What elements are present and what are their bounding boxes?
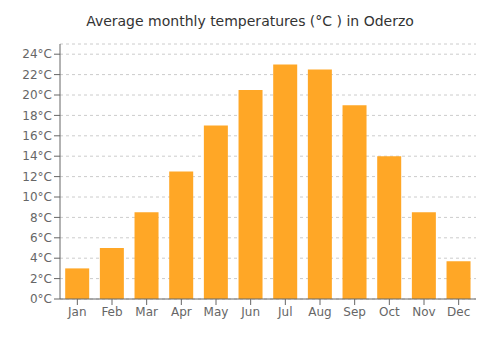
svg-text:20°C: 20°C — [22, 88, 52, 102]
svg-text:Jan: Jan — [67, 305, 87, 319]
svg-text:Jun: Jun — [240, 305, 260, 319]
svg-text:May: May — [204, 305, 229, 319]
svg-text:8°C: 8°C — [30, 211, 52, 225]
svg-text:22°C: 22°C — [22, 68, 52, 82]
html-text:Average monthly temperatures (: Average monthly temperatures (°C ) in Od… — [86, 13, 414, 29]
svg-text:Apr: Apr — [171, 305, 192, 319]
svg-text:2°C: 2°C — [30, 272, 52, 286]
svg-text:Oct: Oct — [379, 305, 400, 319]
svg-text:Mar: Mar — [135, 305, 158, 319]
svg-text:Jul: Jul — [277, 305, 292, 319]
svg-text:Dec: Dec — [447, 305, 470, 319]
svg-text:6°C: 6°C — [30, 231, 52, 245]
svg-text:16°C: 16°C — [22, 129, 52, 143]
svg-text:0°C: 0°C — [30, 292, 52, 306]
svg-text:Aug: Aug — [308, 305, 331, 319]
svg-text:18°C: 18°C — [22, 109, 52, 123]
svg-text:24°C: 24°C — [22, 47, 52, 61]
svg-text:10°C: 10°C — [22, 190, 52, 204]
svg-text:12°C: 12°C — [22, 170, 52, 184]
svg-text:Sep: Sep — [343, 305, 366, 319]
svg-text:Nov: Nov — [412, 305, 435, 319]
svg-text:4°C: 4°C — [30, 251, 52, 265]
svg-text:Feb: Feb — [101, 305, 122, 319]
svg-text:14°C: 14°C — [22, 149, 52, 163]
